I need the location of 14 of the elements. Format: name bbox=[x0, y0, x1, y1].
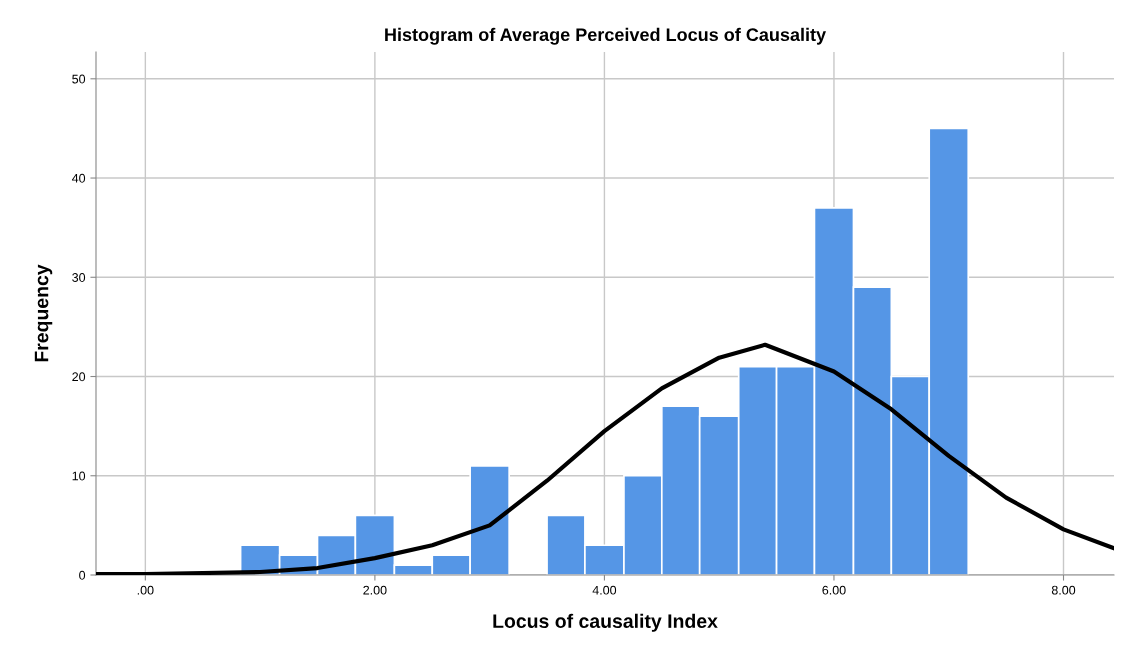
y-tick-label: 40 bbox=[71, 173, 86, 183]
x-axis-title: Locus of causality Index bbox=[493, 613, 718, 632]
x-tick-label: 4.00 bbox=[592, 585, 617, 595]
x-tick-label: 2.00 bbox=[363, 585, 387, 595]
y-tick-label: 20 bbox=[72, 372, 86, 382]
y-tick-label: 10 bbox=[72, 471, 86, 481]
y-tick-label: 30 bbox=[72, 273, 86, 282]
y-tick-label: 50 bbox=[72, 74, 86, 84]
y-axis-title: Frequency bbox=[34, 264, 53, 362]
x-tick-label: .00 bbox=[137, 585, 154, 595]
y-tick-label: 0 bbox=[79, 570, 86, 580]
x-tick-label: 8.00 bbox=[1051, 585, 1076, 595]
x-tick-label: 6.00 bbox=[822, 585, 846, 595]
chart-title: Histogram of Average Perceived Locus of Causality bbox=[385, 27, 826, 45]
